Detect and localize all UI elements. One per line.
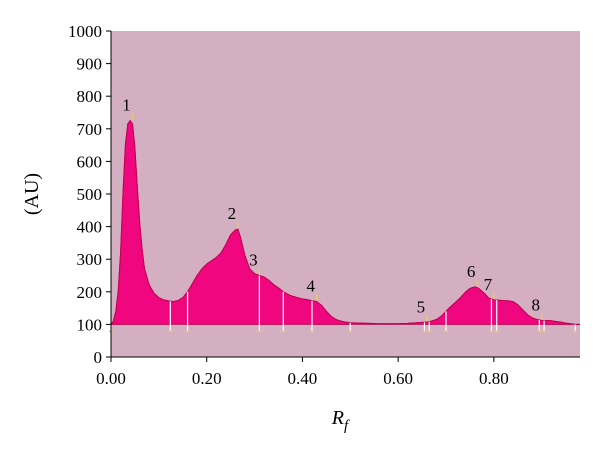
y-axis-title: (AU) — [21, 173, 43, 215]
peak-label-4: 4 — [307, 277, 316, 296]
peak-label-5: 5 — [417, 297, 426, 316]
y-tick-label: 900 — [77, 55, 103, 74]
y-tick-label: 1000 — [68, 22, 102, 41]
peak-label-3: 3 — [249, 251, 258, 270]
x-tick-label: 0.20 — [192, 369, 222, 388]
x-tick-label: 0.00 — [96, 369, 126, 388]
x-axis-title-subscript: f — [344, 418, 350, 434]
profile-area-fill — [110, 119, 580, 325]
y-tick-label: 500 — [77, 185, 103, 204]
x-axis-title-main: R — [331, 407, 344, 429]
x-tick-label: 0.60 — [383, 369, 413, 388]
y-tick-label: 300 — [77, 250, 103, 269]
x-tick-label: 0.40 — [288, 369, 318, 388]
peak-label-8: 8 — [531, 295, 540, 314]
peak-label-1: 1 — [122, 96, 131, 115]
x-ticks: 0.00 0.20 0.40 0.60 0.80 — [96, 357, 509, 388]
y-ticks: 0 100 200 300 400 500 600 700 800 900 1000 — [68, 22, 111, 367]
y-tick-label: 400 — [77, 218, 103, 237]
y-tick-label: 200 — [77, 283, 103, 302]
y-tick-label: 100 — [77, 315, 103, 334]
peak-label-2: 2 — [228, 204, 237, 223]
x-tick-label: 0.80 — [479, 369, 509, 388]
profile-area — [110, 119, 580, 325]
x-axis-title: Rf — [331, 407, 350, 434]
peak-label-6: 6 — [467, 262, 476, 281]
y-tick-label: 0 — [94, 348, 103, 367]
y-tick-label: 600 — [77, 152, 103, 171]
peak-label-7: 7 — [484, 275, 493, 294]
peak-labels: 1 2 3 4 5 67 8 — [122, 96, 543, 322]
boundary-markers — [109, 275, 578, 333]
y-tick-label: 800 — [77, 87, 103, 106]
y-tick-label: 700 — [77, 120, 103, 139]
